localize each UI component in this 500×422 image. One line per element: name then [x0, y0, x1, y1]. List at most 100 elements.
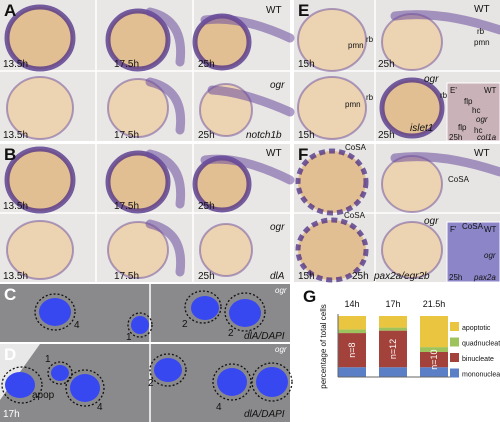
illustration-shape	[107, 221, 169, 279]
illustration-shape	[4, 4, 76, 72]
label: F	[298, 145, 308, 164]
label: CoSA	[462, 222, 484, 231]
label: 15h	[298, 271, 315, 282]
illustration-shape	[390, 10, 500, 35]
illustration-shape	[145, 77, 186, 135]
label: 2	[228, 328, 234, 339]
inset-e	[446, 82, 500, 142]
bar-segment	[379, 327, 407, 331]
bar-segment	[420, 367, 448, 377]
illustration-shape	[224, 292, 266, 332]
bar-segment	[379, 316, 407, 328]
label: pmn	[348, 41, 364, 50]
label: 25h	[198, 201, 215, 212]
label: ogr	[270, 222, 285, 233]
illustration-shape	[379, 77, 445, 139]
label: 1	[126, 332, 132, 343]
label: 1	[45, 354, 51, 365]
illustration-shape	[149, 353, 187, 387]
illustration-shape	[105, 8, 171, 72]
label: islet1	[410, 123, 433, 134]
label: 15h	[298, 130, 315, 141]
label: 17.5h	[114, 130, 139, 141]
illustration-shape	[145, 7, 186, 67]
label: A	[4, 1, 16, 20]
label: CoSA	[344, 211, 366, 220]
inset-f	[446, 221, 500, 283]
label: dlA/DAPI	[244, 409, 285, 420]
illustration-shape	[145, 149, 186, 209]
x-category-label: 14h	[344, 299, 359, 309]
label: 4	[74, 320, 80, 331]
label: D	[4, 345, 16, 364]
label: 25h	[198, 130, 215, 141]
label: pmn	[345, 100, 361, 109]
label: ogr	[484, 251, 496, 260]
label: E	[298, 1, 309, 20]
bar-segment	[379, 367, 407, 377]
bar-segment	[420, 316, 448, 348]
illustration-shape	[5, 372, 35, 398]
illustration-shape	[295, 148, 369, 216]
illustration-shape	[51, 365, 69, 381]
label: WT	[484, 225, 497, 234]
illustration-shape	[105, 150, 171, 214]
label: notch1b	[246, 130, 282, 141]
bar-n-label: n=10	[429, 349, 439, 369]
bar-segment	[338, 329, 366, 334]
label: rb	[366, 93, 374, 102]
illustration-shape	[34, 293, 76, 331]
bar-n-label: n=12	[388, 339, 398, 359]
illustration-shape	[390, 152, 500, 177]
label: 17.5h	[114, 271, 139, 282]
label: 13.5h	[3, 271, 28, 282]
illustration-shape	[229, 299, 261, 327]
label: 17h	[3, 409, 20, 420]
legend-label: apoptotic	[462, 325, 491, 332]
illustration-shape	[4, 146, 76, 214]
label: 25h	[378, 130, 395, 141]
illustration-shape	[127, 312, 153, 338]
label: WT	[474, 148, 490, 159]
legend-swatch	[450, 337, 459, 347]
label: 25h	[352, 271, 369, 282]
label: WT	[484, 86, 497, 95]
illustration-shape	[251, 362, 293, 402]
bar-n-label: n=8	[347, 343, 357, 358]
y-axis-label: percentage of total cells	[319, 304, 328, 389]
illustration-shape	[381, 221, 443, 279]
bar-segment	[338, 367, 366, 377]
bar-segment	[420, 351, 448, 368]
legend-swatch	[450, 322, 459, 331]
illustration-shape	[200, 154, 295, 185]
illustration-shape	[297, 76, 367, 140]
legend-label: mononucleate	[462, 372, 500, 379]
illustration-shape	[145, 219, 186, 277]
illustration-shape	[107, 78, 169, 138]
illustration-shape	[184, 290, 222, 324]
illustration-shape	[256, 367, 288, 397]
label: 13.5h	[3, 130, 28, 141]
label: 25h	[378, 59, 395, 70]
label: 4	[216, 402, 222, 413]
label: G	[303, 287, 316, 306]
label: ogr	[275, 286, 287, 295]
label: 2	[182, 319, 188, 330]
illustration-shape	[154, 358, 182, 382]
label: B	[4, 145, 16, 164]
label: apop	[32, 390, 55, 401]
label: 15h	[298, 59, 315, 70]
label: flp	[458, 123, 467, 132]
illustration-shape	[297, 8, 367, 72]
label: 2	[148, 378, 154, 389]
label: WT	[474, 4, 490, 15]
illustration-shape	[217, 368, 247, 396]
label: dlA/DAPI	[244, 331, 285, 342]
illustration-shape	[381, 155, 443, 213]
label: 13.5h	[3, 201, 28, 212]
label: 25h	[198, 59, 215, 70]
label: 4	[97, 402, 103, 413]
label: 13.5h	[3, 59, 28, 70]
